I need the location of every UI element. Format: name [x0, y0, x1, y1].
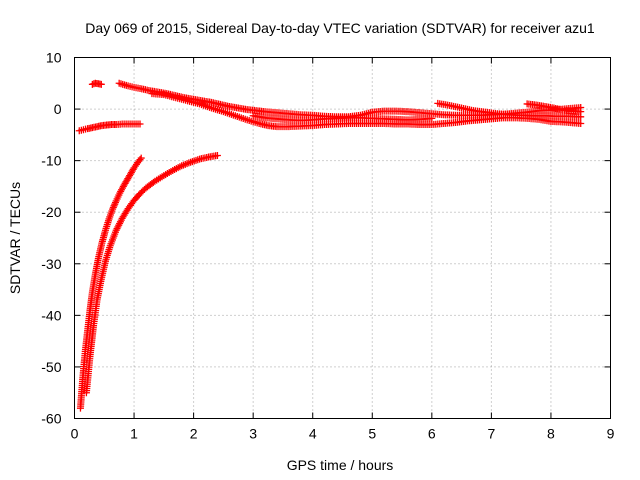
series-short-arc-rising	[82, 151, 221, 397]
x-axis-label: GPS time / hours	[287, 457, 394, 473]
x-tick-label: 0	[71, 426, 79, 442]
data-point	[109, 203, 117, 211]
x-tick-label: 8	[547, 426, 555, 442]
axis-ticks	[74, 57, 611, 419]
data-point	[109, 205, 117, 213]
data-point	[110, 202, 118, 210]
x-tick-label: 6	[428, 426, 436, 442]
x-tick-label: 9	[607, 426, 615, 442]
data-point	[577, 108, 585, 116]
series-early-low-arc	[75, 120, 144, 135]
data-point	[136, 156, 144, 164]
y-tick-label: -30	[41, 256, 61, 272]
x-tick-label: 5	[368, 426, 376, 442]
data-point	[97, 80, 105, 88]
data-point	[577, 120, 585, 128]
x-tick-label: 3	[249, 426, 257, 442]
data-point	[111, 200, 119, 208]
data-point	[111, 199, 119, 207]
plot-frame	[74, 57, 611, 419]
x-tick-label: 2	[190, 426, 198, 442]
data-point	[213, 151, 221, 159]
y-tick-label: 0	[54, 101, 62, 117]
x-tick-label: 1	[130, 426, 138, 442]
series-mid-arc	[249, 112, 436, 124]
series-late-arc	[434, 99, 585, 121]
y-tick-label: -50	[41, 359, 61, 375]
y-tick-label: -40	[41, 307, 61, 323]
x-tick-label: 4	[309, 426, 317, 442]
y-tick-label: -60	[41, 411, 61, 427]
data-point	[428, 114, 436, 122]
y-tick-label: -20	[41, 204, 61, 220]
data-point	[137, 154, 145, 162]
series-late-high	[523, 100, 585, 116]
y-tick-label: 10	[46, 50, 62, 66]
series-short-arc-steep	[76, 154, 145, 412]
y-tick-label: -10	[41, 153, 61, 169]
y-axis-label: SDTVAR / TECUs	[7, 182, 23, 294]
x-tick-label: 7	[487, 426, 495, 442]
y-tick-labels: -60 -50 -40 -30 -20 -10 0 10	[41, 50, 61, 427]
data-point	[136, 120, 144, 128]
data-points	[75, 79, 585, 412]
series-isolated-high	[88, 79, 105, 88]
chart-title: Day 069 of 2015, Sidereal Day-to-day VTE…	[85, 20, 595, 36]
x-tick-labels: 0 1 2 3 4 5 6 7 8 9	[71, 426, 615, 442]
